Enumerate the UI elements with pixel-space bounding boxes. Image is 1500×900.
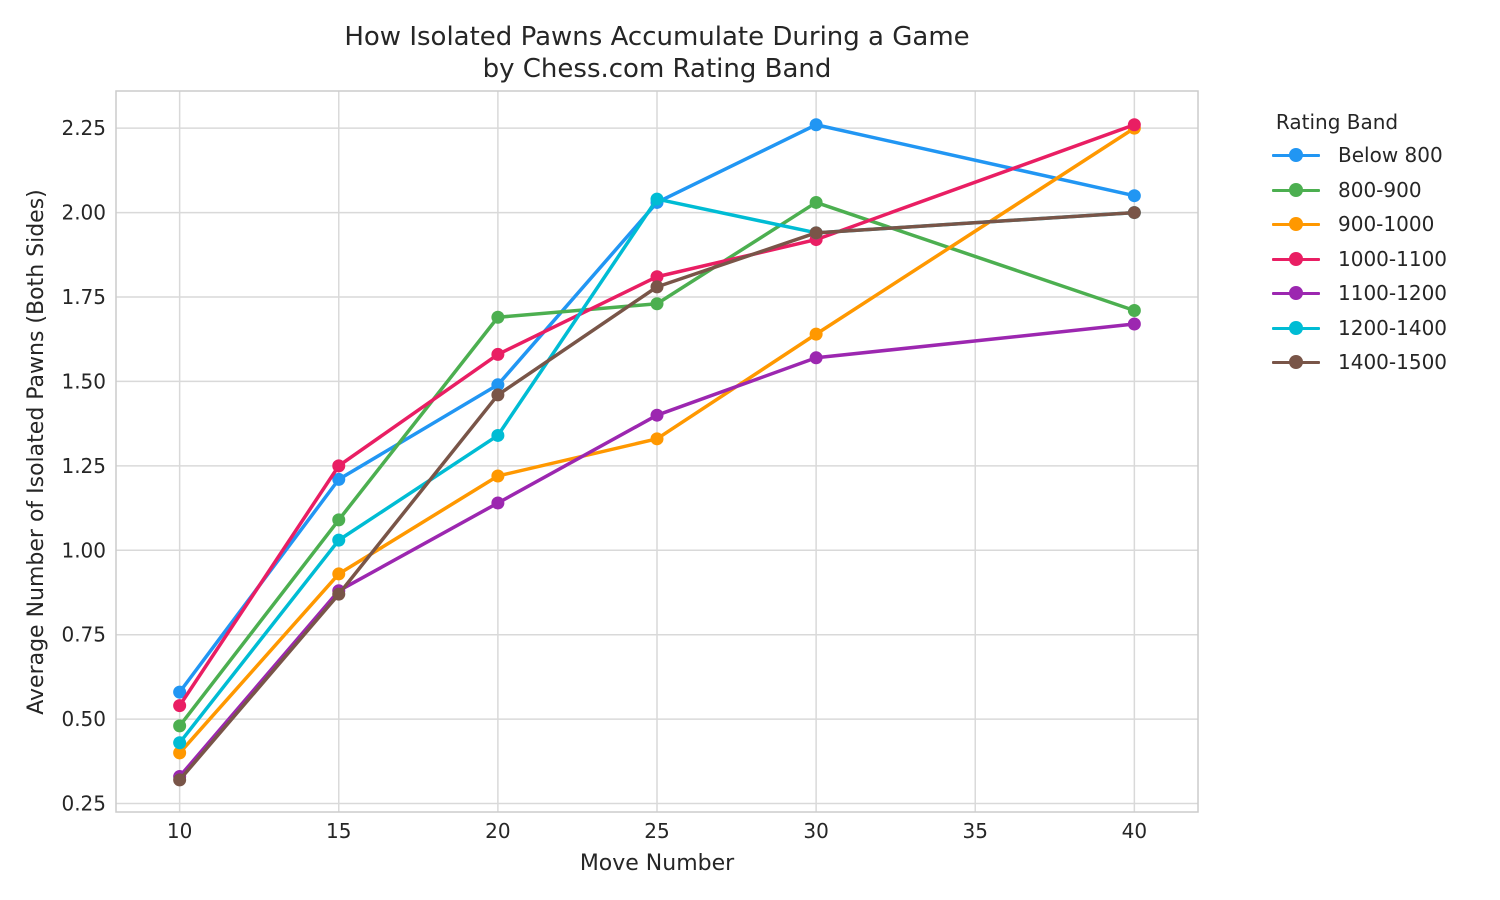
legend-swatch bbox=[1272, 352, 1320, 372]
data-point bbox=[650, 280, 664, 294]
legend-swatch bbox=[1272, 318, 1320, 338]
data-point bbox=[332, 472, 346, 486]
y-tick-label: 0.25 bbox=[61, 792, 106, 816]
data-point bbox=[650, 432, 664, 446]
data-point bbox=[173, 746, 187, 760]
y-tick-label: 2.25 bbox=[61, 116, 106, 140]
data-point bbox=[173, 699, 187, 713]
x-tick-labels: 10 15 20 25 30 35 40 bbox=[167, 819, 1147, 843]
y-tick-label: 1.50 bbox=[61, 369, 106, 393]
data-point bbox=[173, 685, 187, 699]
series-line bbox=[177, 123, 1137, 694]
data-point bbox=[809, 327, 823, 341]
data-point bbox=[650, 408, 664, 422]
data-point bbox=[173, 773, 187, 787]
data-point bbox=[1127, 118, 1141, 132]
legend-label: 1100-1200 bbox=[1338, 281, 1448, 306]
data-point bbox=[491, 496, 505, 510]
data-point bbox=[491, 347, 505, 361]
y-tick-label: 2.00 bbox=[61, 201, 106, 225]
data-point bbox=[809, 118, 823, 132]
legend-item: 800-900 bbox=[1262, 173, 1482, 208]
legend-item: Below 800 bbox=[1262, 138, 1482, 173]
data-point bbox=[650, 192, 664, 206]
data-point bbox=[332, 587, 346, 601]
legend-label: Below 800 bbox=[1338, 143, 1443, 168]
x-tick-label: 30 bbox=[803, 819, 828, 843]
y-tick-label: 0.75 bbox=[61, 623, 106, 647]
legend-label: 1000-1100 bbox=[1338, 246, 1448, 271]
data-point bbox=[650, 297, 664, 311]
legend-label: 1400-1500 bbox=[1338, 350, 1448, 375]
data-point bbox=[173, 736, 187, 750]
chart-subtitle: by Chess.com Rating Band bbox=[482, 54, 832, 84]
data-point bbox=[491, 310, 505, 324]
legend-title: Rating Band bbox=[1275, 110, 1399, 134]
series-group bbox=[173, 118, 1141, 787]
data-point bbox=[491, 469, 505, 483]
legend: Rating Band Below 800 800-900 900-1000 1000… bbox=[1262, 106, 1482, 380]
data-point bbox=[491, 388, 505, 402]
chart-title: How Isolated Pawns Accumulate During a G… bbox=[344, 22, 970, 52]
x-axis-label: Move Number bbox=[580, 851, 735, 876]
y-tick-label: 1.25 bbox=[61, 454, 106, 478]
data-point bbox=[491, 428, 505, 442]
data-point bbox=[173, 719, 187, 733]
data-point bbox=[809, 351, 823, 365]
legend-swatch bbox=[1272, 214, 1320, 234]
data-point bbox=[809, 195, 823, 209]
y-tick-labels: 0.25 0.50 0.75 1.00 1.25 1.50 1.75 2.00 2.25 bbox=[61, 116, 106, 815]
data-point bbox=[1127, 189, 1141, 203]
legend-items: Below 800 800-900 900-1000 1000-1100 1100-12… bbox=[1262, 138, 1482, 380]
x-tick-label: 25 bbox=[644, 819, 669, 843]
legend-item: 1200-1400 bbox=[1262, 311, 1482, 346]
y-tick-label: 1.00 bbox=[61, 538, 106, 562]
legend-label: 1200-1400 bbox=[1338, 315, 1448, 340]
data-point bbox=[491, 378, 505, 392]
data-point bbox=[1127, 206, 1141, 220]
data-point bbox=[332, 567, 346, 581]
legend-swatch bbox=[1272, 249, 1320, 269]
y-axis-label: Average Number of Isolated Pawns (Both S… bbox=[24, 189, 49, 715]
series-1400-1500 bbox=[173, 206, 1141, 787]
x-tick-label: 10 bbox=[167, 819, 192, 843]
legend-swatch bbox=[1272, 145, 1320, 165]
legend-label: 800-900 bbox=[1338, 177, 1422, 202]
grid-lines bbox=[116, 91, 1198, 812]
legend-label: 900-1000 bbox=[1338, 212, 1435, 237]
data-point bbox=[332, 533, 346, 547]
data-point bbox=[650, 270, 664, 284]
legend-item: 900-1000 bbox=[1262, 207, 1482, 242]
series-line bbox=[177, 322, 1137, 779]
series-line bbox=[177, 210, 1137, 782]
data-point bbox=[809, 226, 823, 240]
legend-item: 1000-1100 bbox=[1262, 242, 1482, 277]
x-tick-label: 40 bbox=[1122, 819, 1147, 843]
x-tick-label: 15 bbox=[326, 819, 351, 843]
data-point bbox=[332, 459, 346, 473]
y-tick-label: 0.50 bbox=[61, 707, 106, 731]
data-point bbox=[332, 513, 346, 527]
x-tick-label: 20 bbox=[485, 819, 510, 843]
data-point bbox=[1127, 304, 1141, 318]
legend-swatch bbox=[1272, 180, 1320, 200]
legend-item: 1100-1200 bbox=[1262, 276, 1482, 311]
x-tick-label: 35 bbox=[963, 819, 988, 843]
legend-swatch bbox=[1272, 283, 1320, 303]
plot-frame bbox=[115, 90, 1199, 813]
y-tick-label: 1.75 bbox=[61, 285, 106, 309]
data-point bbox=[1127, 317, 1141, 331]
legend-item: 1400-1500 bbox=[1262, 345, 1482, 380]
